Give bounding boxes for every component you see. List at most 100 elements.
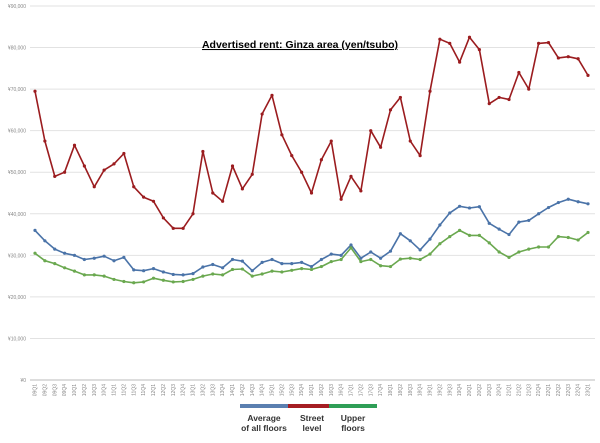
data-point [458, 204, 462, 208]
data-point [151, 199, 156, 203]
legend-average: Average of all floors [234, 404, 294, 433]
data-point [438, 223, 442, 227]
data-point [33, 89, 37, 93]
data-point [487, 221, 491, 225]
legend-swatch-upper [329, 404, 377, 408]
data-point [300, 260, 304, 264]
series-1 [33, 35, 590, 230]
data-point [359, 259, 363, 264]
data-point [82, 273, 86, 277]
data-point [379, 256, 383, 260]
x-tick-label: 14Q4 [260, 384, 266, 396]
data-point [319, 257, 323, 262]
data-point [161, 270, 165, 274]
data-point [388, 264, 393, 269]
data-point [448, 235, 452, 239]
series-0 [33, 197, 590, 277]
data-point [467, 233, 472, 237]
x-tick-label: 19Q4 [457, 384, 463, 396]
data-point [53, 247, 57, 251]
data-point [546, 245, 551, 249]
data-point [191, 272, 195, 276]
data-point [576, 57, 580, 61]
data-point [260, 272, 264, 276]
data-point [221, 199, 225, 203]
x-tick-label: 09Q4 [62, 384, 68, 396]
data-point [537, 245, 541, 249]
data-point [438, 37, 442, 41]
data-point [487, 241, 491, 245]
data-point [566, 197, 570, 201]
data-point [270, 93, 274, 97]
data-point [102, 274, 106, 278]
data-point [477, 233, 481, 237]
data-point [260, 112, 264, 116]
data-point [201, 265, 205, 269]
data-point [43, 239, 47, 243]
data-point [339, 197, 343, 201]
data-point [240, 267, 244, 271]
data-point [556, 235, 560, 239]
data-point [408, 256, 412, 260]
y-tick-label: ¥90,000 [8, 4, 26, 10]
data-point [428, 252, 432, 256]
x-tick-label: 10Q4 [102, 384, 108, 396]
x-tick-label: 13Q2 [200, 384, 206, 396]
x-tick-label: 20Q3 [487, 384, 493, 396]
data-point [566, 235, 570, 240]
y-tick-label: ¥10,000 [8, 336, 26, 342]
x-tick-label: 11Q3 [131, 384, 137, 396]
x-tick-label: 22Q3 [566, 384, 572, 396]
data-point [527, 247, 531, 251]
x-tick-label: 15Q2 [279, 384, 285, 396]
data-point [63, 251, 67, 255]
x-tick-label: 20Q2 [477, 384, 483, 396]
data-point [517, 70, 521, 75]
data-point [151, 267, 156, 271]
x-tick-label: 21Q2 [516, 384, 522, 396]
data-point [72, 253, 77, 257]
x-tick-label: 20Q1 [467, 384, 473, 396]
data-point [359, 189, 363, 193]
data-point [497, 227, 501, 231]
y-tick-label: ¥20,000 [8, 295, 26, 301]
data-point [507, 232, 511, 237]
x-tick-label: 13Q1 [191, 384, 197, 396]
x-tick-label: 15Q3 [289, 384, 295, 396]
x-tick-label: 18Q1 [388, 384, 394, 396]
data-point [359, 256, 363, 260]
data-point [339, 253, 343, 257]
data-point [53, 174, 57, 178]
y-tick-label: ¥70,000 [8, 87, 26, 93]
data-point [122, 279, 126, 284]
data-point [467, 35, 472, 39]
x-tick-label: 16Q1 [309, 384, 315, 396]
data-point [319, 158, 323, 162]
series-2 [33, 228, 590, 285]
data-point [517, 250, 521, 254]
data-point [53, 262, 57, 266]
data-point [418, 154, 422, 158]
data-point [329, 259, 333, 264]
data-point [497, 250, 501, 254]
data-point [221, 266, 225, 270]
data-point [369, 129, 373, 133]
series-line [34, 198, 589, 276]
data-point [211, 191, 215, 195]
data-point [112, 277, 116, 282]
data-point [546, 40, 551, 45]
x-tick-label: 10Q3 [92, 384, 98, 396]
data-point [151, 276, 156, 280]
data-point [458, 228, 462, 232]
data-point [280, 270, 284, 274]
data-point [63, 266, 67, 270]
data-point [537, 212, 541, 216]
x-tick-label: 16Q4 [339, 384, 345, 396]
x-tick-label: 09Q2 [42, 384, 48, 396]
x-tick-label: 10Q1 [72, 384, 78, 396]
data-point [369, 257, 373, 262]
data-point [379, 145, 383, 149]
x-tick-label: 23Q1 [586, 384, 592, 396]
y-tick-label: ¥0 [20, 378, 26, 384]
data-point [388, 108, 393, 112]
